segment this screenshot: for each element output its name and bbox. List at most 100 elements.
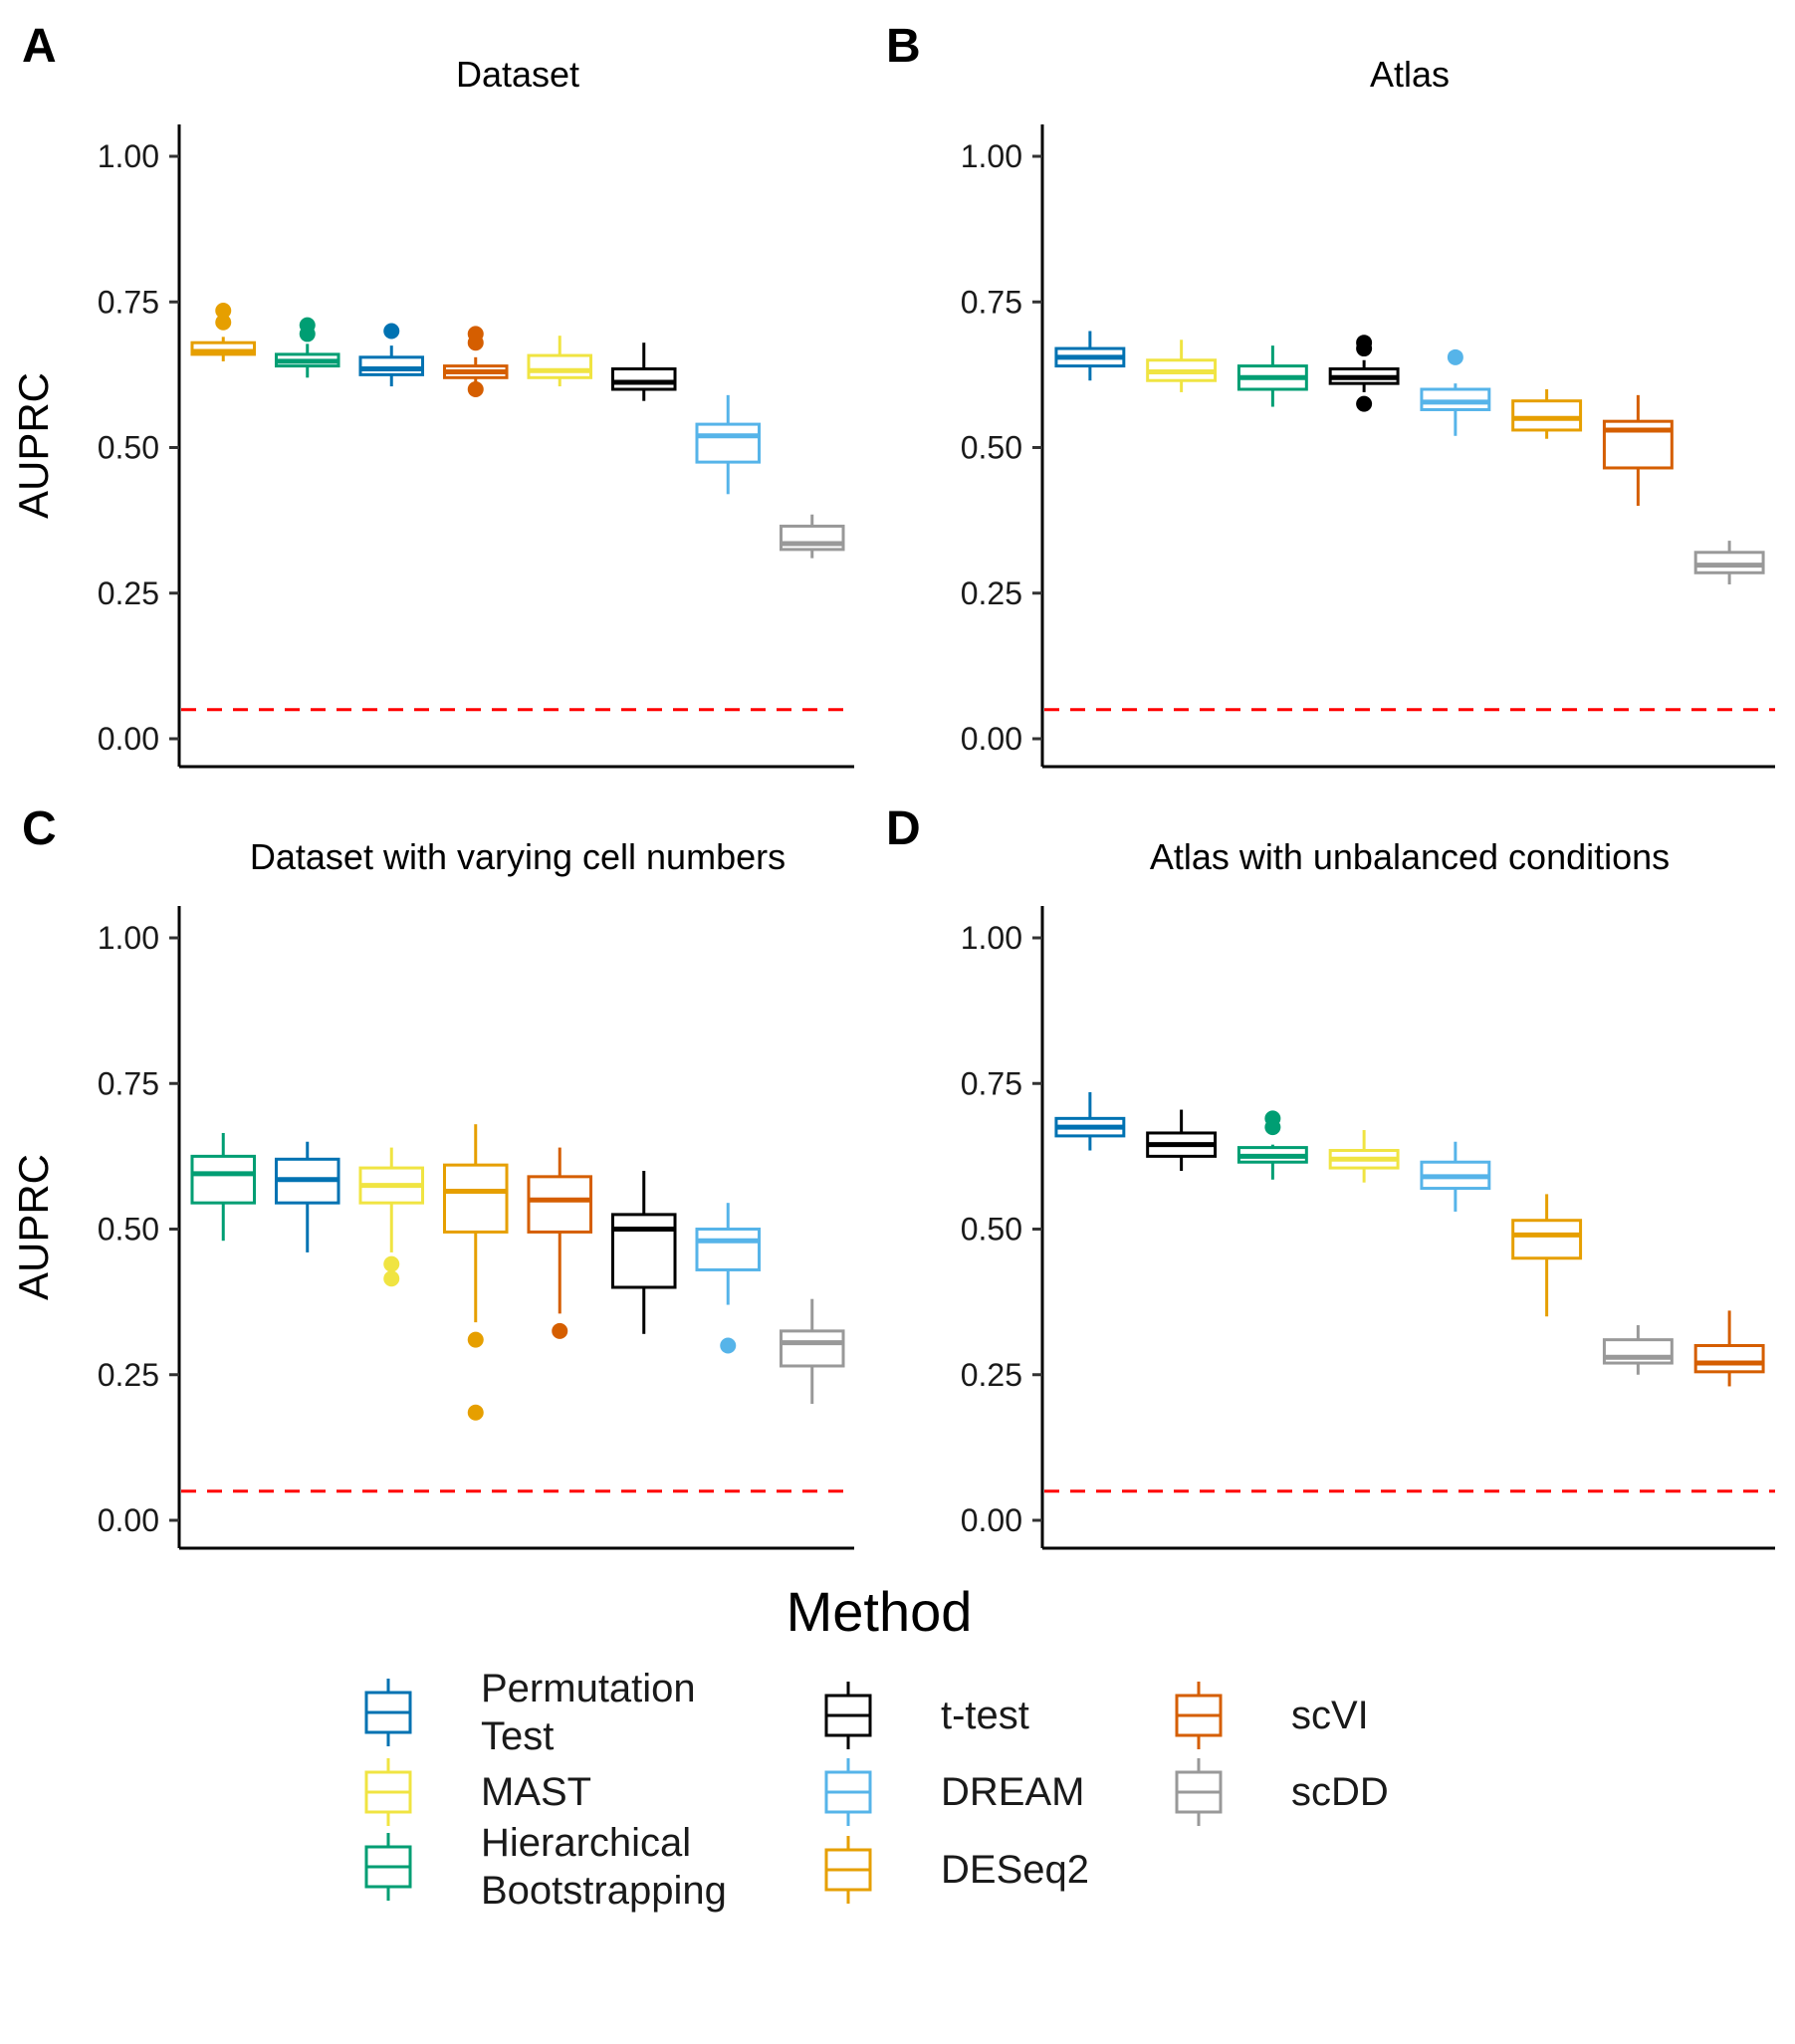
y-tick-label: 1.00 (98, 138, 159, 174)
box-hb (274, 317, 340, 378)
panel-c: C Dataset with varying cell numbers 0.00 0.… (10, 802, 854, 1550)
box-iqr (442, 1163, 509, 1234)
legend-label: scDD (1291, 1770, 1389, 1814)
box-iqr (695, 1228, 762, 1271)
legend-item-deseq: DESeq2 (824, 1836, 1089, 1904)
box-mast (1146, 340, 1218, 392)
legend-label: Test (481, 1714, 554, 1758)
outlier-point (1264, 1110, 1281, 1127)
box-scdd (779, 514, 845, 559)
legend-label: Hierarchical (481, 1821, 691, 1865)
box-iqr (779, 1329, 845, 1368)
y-tick-label: 0.00 (961, 1502, 1022, 1538)
box-perm (1054, 1092, 1126, 1151)
box-scdd (1602, 1325, 1674, 1375)
box-dream (695, 1203, 762, 1354)
legend-item-ttest: t-test (824, 1682, 1029, 1749)
box-iqr (1511, 1219, 1583, 1260)
y-axis-label: AUPRC (10, 372, 57, 519)
panel-label-b: B (886, 20, 921, 73)
outlier-point (467, 1404, 484, 1421)
legend-label: DREAM (941, 1770, 1084, 1814)
outlier-point (1356, 335, 1373, 351)
box-scvi (1602, 394, 1674, 506)
y-tick-label: 0.25 (98, 1357, 159, 1393)
box-deseq (1511, 389, 1583, 439)
outlier-point (215, 303, 232, 320)
box-scvi (1693, 1310, 1765, 1387)
y-tick-label: 0.50 (961, 1212, 1022, 1248)
outlier-point (467, 381, 484, 397)
box-hb (1236, 345, 1308, 407)
legend-label: DESeq2 (941, 1848, 1089, 1892)
panel-label-d: D (886, 802, 921, 855)
box-deseq (442, 1124, 509, 1421)
outlier-point (467, 326, 484, 342)
y-tick-label: 0.00 (98, 721, 159, 757)
box-perm (358, 323, 425, 387)
outlier-point (1447, 348, 1463, 365)
outlier-point (720, 1337, 737, 1354)
y-tick-label: 0.75 (961, 1065, 1022, 1101)
y-tick-label: 0.25 (961, 1357, 1022, 1393)
outlier-point (467, 1331, 484, 1348)
y-tick-label: 0.50 (98, 1212, 159, 1248)
legend-item-mast: MAST (364, 1758, 591, 1826)
y-tick-label: 0.50 (961, 430, 1022, 466)
y-tick-label: 0.00 (98, 1502, 159, 1538)
box-perm (1054, 331, 1126, 381)
box-iqr (1420, 387, 1491, 411)
y-tick-label: 0.75 (98, 1065, 159, 1101)
box-iqr (190, 1154, 257, 1205)
y-tick-label: 1.00 (961, 920, 1022, 956)
box-hb (1236, 1110, 1308, 1180)
box-ttest (1328, 335, 1400, 412)
outlier-point (552, 1322, 568, 1339)
y-tick-label: 0.25 (961, 575, 1022, 611)
panel-title: Atlas (1370, 54, 1450, 95)
y-tick-label: 0.75 (961, 284, 1022, 320)
y-tick-label: 0.50 (98, 430, 159, 466)
box-ttest (610, 342, 677, 401)
y-tick-label: 0.75 (98, 284, 159, 320)
legend-title: Method (786, 1580, 973, 1643)
box-iqr (190, 341, 257, 356)
legend-label: Permutation (481, 1667, 696, 1710)
box-perm (274, 1141, 340, 1252)
box-iqr (527, 1175, 593, 1234)
box-iqr (1693, 551, 1765, 574)
box-dream (1420, 1141, 1491, 1212)
outlier-point (299, 317, 316, 334)
legend-item-scvi: scVI (1175, 1682, 1369, 1749)
outlier-point (383, 323, 400, 340)
box-scvi (442, 326, 509, 397)
box-scvi (527, 1147, 593, 1339)
box-mast (1328, 1130, 1400, 1183)
box-hb (190, 1132, 257, 1242)
outlier-point (383, 1270, 400, 1287)
box-dream (1420, 348, 1491, 436)
box-iqr (610, 1213, 677, 1289)
box-iqr (695, 422, 762, 464)
box-dream (695, 394, 762, 495)
box-iqr (610, 367, 677, 391)
y-tick-label: 0.25 (98, 575, 159, 611)
panel-title: Dataset (456, 54, 579, 95)
outlier-point (215, 314, 232, 331)
panel-a: A Dataset 0.00 0.25 0.50 0.75 1.00 AUPRC (10, 20, 854, 769)
outlier-point (383, 1255, 400, 1272)
legend-label: Bootstrapping (481, 1869, 727, 1913)
panel-label-a: A (22, 20, 57, 73)
box-mast (358, 1147, 425, 1287)
panel-title: Atlas with unbalanced conditions (1150, 836, 1670, 877)
panel-label-c: C (22, 802, 57, 855)
legend-item-scdd: scDD (1175, 1758, 1389, 1826)
box-scdd (779, 1298, 845, 1404)
y-tick-label: 0.00 (961, 721, 1022, 757)
legend-label: MAST (481, 1770, 591, 1814)
